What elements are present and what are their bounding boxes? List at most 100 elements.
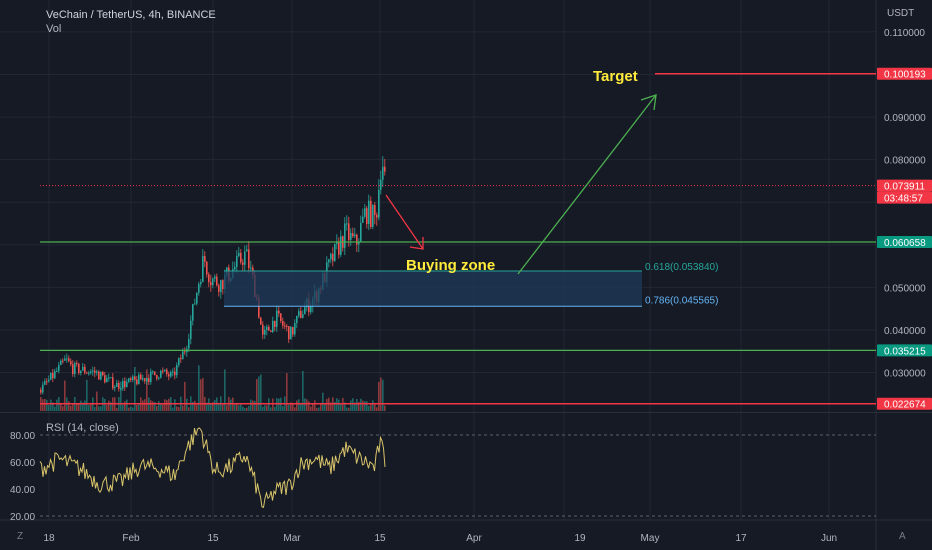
candle-body: [66, 358, 68, 360]
candle-body: [76, 363, 78, 365]
rsi-line: [39, 427, 386, 509]
down-arrow-line: [385, 194, 424, 250]
time-tick-label: Feb: [122, 533, 140, 544]
volume-bar: [296, 400, 298, 411]
pane-separator[interactable]: [0, 412, 932, 413]
candle-body: [382, 166, 384, 180]
volume-bar: [134, 366, 136, 411]
candle-body: [286, 325, 288, 327]
volume-bar: [344, 402, 346, 411]
price-tick-label: 0.040000: [884, 326, 926, 337]
candle-body: [58, 365, 60, 371]
volume-bar: [302, 370, 304, 411]
volume-bar: [244, 407, 246, 411]
volume-bar: [128, 407, 130, 411]
candle-body: [268, 326, 270, 331]
candle-body: [156, 374, 158, 379]
candle-body: [354, 234, 356, 237]
volume-bar: [84, 400, 86, 411]
volume-bar: [316, 407, 318, 411]
zoom-corner[interactable]: Z: [17, 531, 24, 542]
price-label-text: 03:48:57: [884, 194, 923, 205]
candle-body: [108, 377, 110, 379]
auto-scale-button[interactable]: A: [899, 531, 906, 542]
rsi-tick-label: 40.00: [10, 485, 35, 496]
candle-body: [184, 351, 186, 353]
candle-body: [298, 311, 300, 316]
candle-body: [46, 381, 48, 383]
volume-bar: [44, 398, 46, 411]
volume-bar: [308, 401, 310, 411]
candle-body: [246, 249, 248, 252]
price-label-text: 0.060658: [884, 238, 926, 249]
volume-bar: [352, 398, 354, 411]
volume-bar: [312, 403, 314, 411]
candle-body: [164, 369, 166, 371]
candle-body: [158, 377, 160, 379]
volume-bar: [162, 404, 164, 411]
volume-bar: [364, 401, 366, 411]
volume-bar: [326, 398, 328, 411]
candle-body: [136, 379, 138, 385]
volume-bar: [354, 402, 356, 411]
volume-bar: [250, 399, 252, 411]
volume-bar: [348, 407, 350, 411]
candle-body: [368, 200, 370, 225]
candle-body: [216, 276, 218, 286]
candle-body: [44, 381, 46, 385]
volume-bar: [172, 407, 174, 411]
volume-bar: [120, 381, 122, 411]
volume-bar: [88, 404, 90, 411]
candle-body: [114, 387, 116, 389]
candle-body: [88, 372, 90, 374]
volume-bar: [264, 405, 266, 411]
candle-body: [378, 189, 380, 218]
volume-bar: [378, 381, 380, 411]
volume-bar: [106, 405, 108, 411]
volume-bar: [286, 373, 288, 411]
candle-body: [290, 327, 292, 340]
candle-body: [376, 214, 378, 218]
candle-body: [192, 304, 194, 321]
candle-body: [366, 208, 368, 225]
price-label-box: [877, 236, 932, 249]
candle-body: [208, 274, 210, 283]
candle-body: [338, 241, 340, 255]
candle-body: [202, 255, 204, 282]
candle-body: [310, 305, 312, 313]
candle-body: [50, 372, 52, 380]
candle-body: [334, 243, 336, 261]
candle-body: [102, 371, 104, 376]
volume-bar: [268, 398, 270, 411]
volume-bar: [142, 400, 144, 411]
volume-bar: [266, 405, 268, 411]
volume-bar: [132, 407, 134, 411]
volume-bar: [86, 379, 88, 411]
candle-body: [148, 378, 150, 382]
candle-body: [210, 282, 212, 286]
fib-786-label: 0.786(0.045565): [645, 295, 718, 306]
candle-body: [374, 205, 376, 215]
volume-bar: [68, 401, 70, 411]
candle-body: [42, 384, 44, 393]
volume-bar: [210, 403, 212, 411]
volume-bar: [194, 400, 196, 411]
candle-body: [364, 208, 366, 217]
volume-bar: [188, 407, 190, 411]
candle-body: [182, 351, 184, 360]
candle-body: [358, 241, 360, 245]
candle-body: [120, 388, 122, 390]
candle-body: [64, 358, 66, 361]
volume-bar: [154, 402, 156, 411]
candle-body: [74, 363, 76, 374]
volume-bar: [56, 399, 58, 411]
candle-body: [360, 222, 362, 242]
volume-bar: [314, 400, 316, 411]
volume-bar: [52, 402, 54, 411]
candle-body: [56, 370, 58, 372]
candle-body: [276, 310, 278, 327]
candle-body: [72, 364, 74, 374]
volume-bar: [276, 398, 278, 411]
candle-body: [220, 280, 222, 292]
